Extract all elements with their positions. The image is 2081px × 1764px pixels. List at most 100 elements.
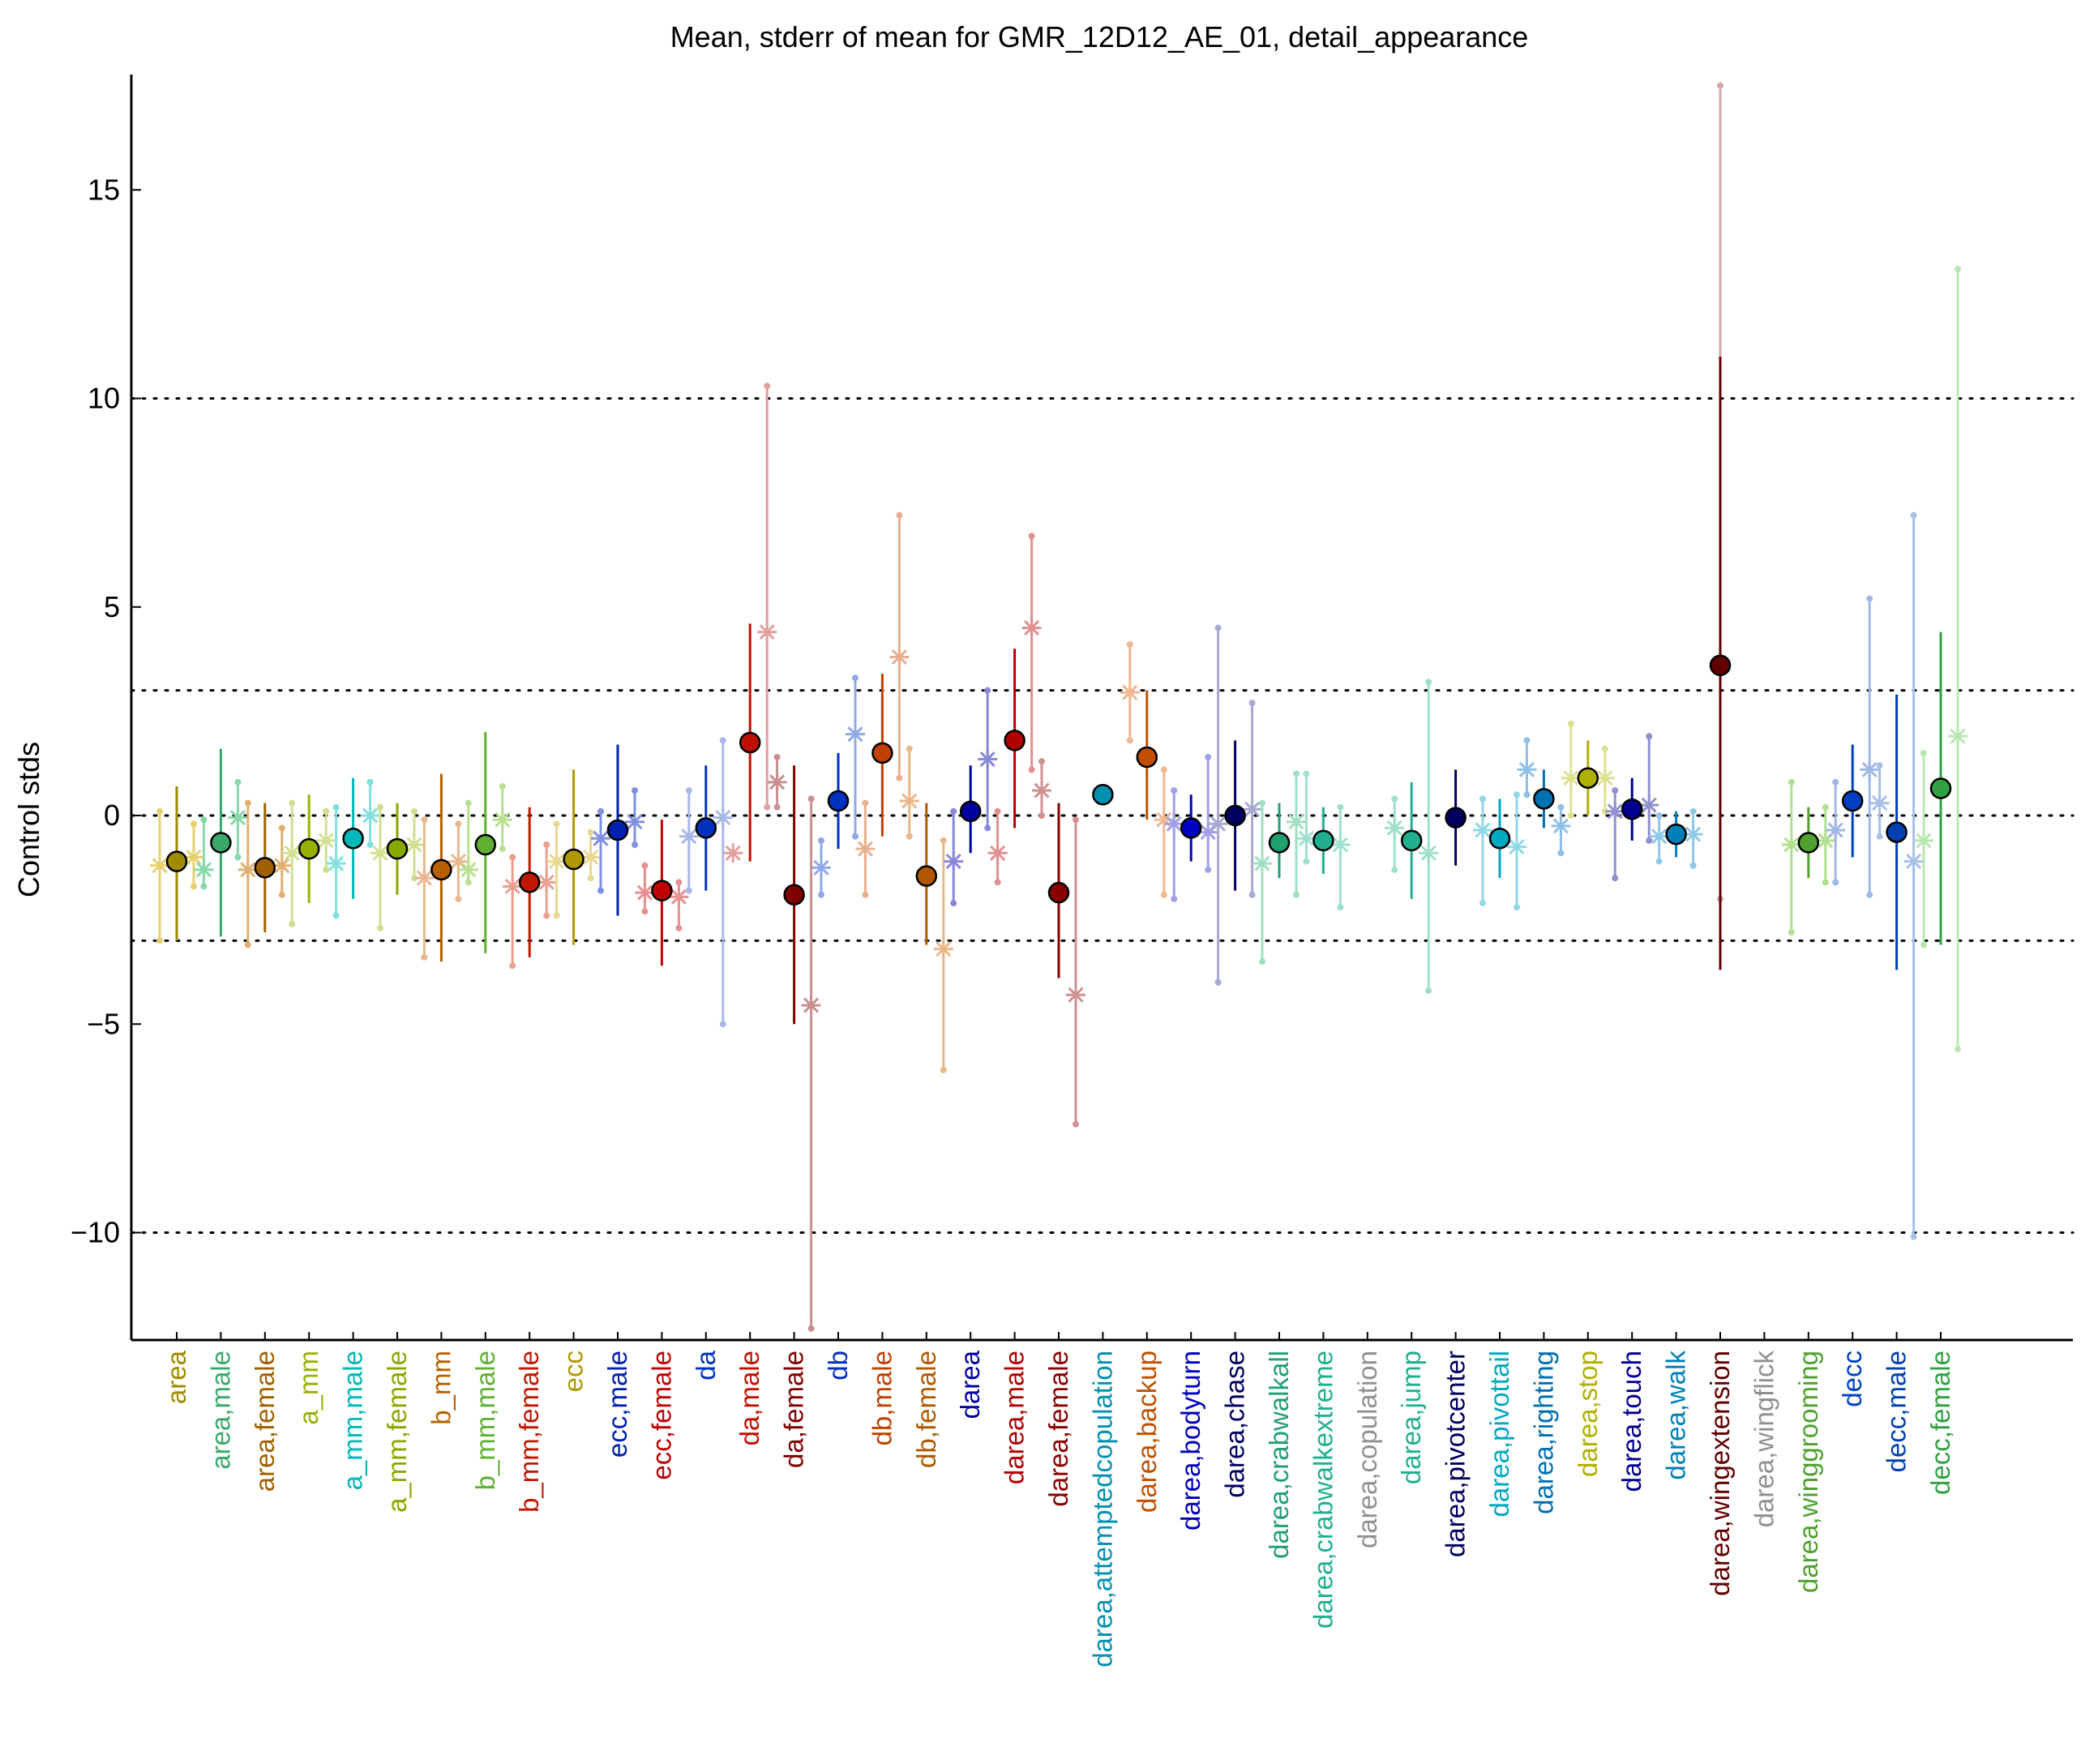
star-marker xyxy=(1296,828,1317,849)
category-group xyxy=(1252,770,1306,965)
star-marker xyxy=(1330,835,1351,855)
x-tick-label: b_mm,male xyxy=(470,1351,500,1490)
x-tick-label: darea,copulation xyxy=(1352,1351,1382,1548)
sub-errorbar-end xyxy=(675,879,683,886)
sub-errorbar-end xyxy=(1479,795,1486,803)
star-marker xyxy=(846,724,865,744)
sub-errorbar-end xyxy=(543,912,550,919)
star-stroke xyxy=(1597,770,1613,786)
star-stroke xyxy=(1034,782,1050,799)
sub-errorbar-end xyxy=(499,782,506,790)
x-tick-label: db,female xyxy=(911,1351,941,1468)
chart-title: Mean, stderr of mean for GMR_12D12_AE_01… xyxy=(670,20,1529,54)
star-marker xyxy=(370,843,390,863)
y-tick-label: 10 xyxy=(88,382,120,415)
star-marker xyxy=(1032,781,1051,801)
star-stroke xyxy=(891,649,907,666)
category-group xyxy=(1517,737,1571,857)
sub-errorbar-end xyxy=(1866,891,1873,898)
x-tick-label: darea,wingflick xyxy=(1749,1351,1779,1528)
star-stroke xyxy=(681,828,697,845)
mean-marker xyxy=(1224,804,1246,827)
star-stroke xyxy=(1509,839,1525,855)
star-marker xyxy=(1287,811,1306,832)
star-marker xyxy=(503,876,523,897)
star-marker xyxy=(978,749,998,769)
sub-errorbar-end xyxy=(852,674,859,682)
sub-errorbar-end xyxy=(332,803,340,811)
sub-errorbar-end xyxy=(1832,879,1839,886)
x-tick-label: darea,walk xyxy=(1661,1351,1691,1480)
sub-errorbar-end xyxy=(1717,82,1723,89)
sub-errorbar-end xyxy=(421,816,428,824)
mean-marker xyxy=(783,884,805,906)
category-group xyxy=(1709,82,1732,970)
star-marker xyxy=(1639,795,1659,816)
sub-errorbar-end xyxy=(1601,745,1608,752)
category-group xyxy=(546,769,601,945)
star-stroke xyxy=(1288,814,1304,830)
mean-marker xyxy=(210,832,232,854)
category-group xyxy=(723,383,777,863)
star-marker xyxy=(1120,683,1140,703)
star-stroke xyxy=(416,870,432,886)
mean-marker xyxy=(606,819,629,841)
sub-errorbar-end xyxy=(719,1021,726,1028)
sub-errorbar-end xyxy=(1788,778,1795,786)
category-group xyxy=(370,803,424,931)
mean-marker xyxy=(739,731,761,754)
x-tick-label: a_mm xyxy=(293,1351,323,1425)
star-stroke xyxy=(1156,811,1172,828)
sub-errorbar-end xyxy=(1612,875,1619,882)
category-group xyxy=(1120,641,1174,898)
mean-marker xyxy=(651,880,673,901)
sub-errorbar-end xyxy=(764,383,771,390)
star-stroke xyxy=(1906,854,1922,870)
star-stroke xyxy=(549,854,565,870)
sub-errorbar-end xyxy=(234,778,242,786)
sub-errorbar-end xyxy=(1073,816,1079,824)
sub-errorbar-end xyxy=(156,937,163,944)
sub-errorbar-end xyxy=(818,837,824,844)
x-tick-label: darea,winggrooming xyxy=(1793,1351,1823,1593)
mean-marker xyxy=(1709,654,1732,677)
x-tick-label: darea,attemptedcopulation xyxy=(1087,1351,1117,1668)
sub-errorbar-end xyxy=(632,787,638,794)
sub-errorbar-end xyxy=(587,875,594,882)
sub-errorbar-end xyxy=(244,941,251,948)
sub-errorbar-end xyxy=(323,866,330,873)
sub-errorbar-end xyxy=(455,820,462,828)
category-group xyxy=(767,753,821,1332)
sub-errorbar-end xyxy=(1832,778,1839,786)
sub-errorbar-end xyxy=(773,803,781,811)
star-marker xyxy=(767,772,787,792)
sub-errorbar-end xyxy=(632,841,638,849)
sub-errorbar-end xyxy=(1303,770,1310,777)
mean-marker xyxy=(1533,788,1555,810)
sub-errorbar-end xyxy=(499,846,506,853)
star-stroke xyxy=(152,858,168,874)
star-marker xyxy=(944,851,964,871)
x-tick-label: area,female xyxy=(250,1351,280,1492)
sub-errorbar-end xyxy=(1601,807,1608,815)
category-group xyxy=(1032,758,1085,1128)
star-stroke xyxy=(284,845,300,861)
sub-errorbar-end xyxy=(278,824,285,832)
star-stroke xyxy=(186,849,202,865)
x-tick-label: ecc,female xyxy=(646,1351,676,1480)
sub-errorbar-end xyxy=(1248,891,1256,898)
star-marker xyxy=(1551,816,1571,836)
star-stroke xyxy=(328,855,345,871)
star-marker xyxy=(1208,814,1228,834)
star-marker xyxy=(1517,760,1537,780)
star-stroke xyxy=(240,862,256,878)
star-marker xyxy=(1385,818,1405,838)
category-group xyxy=(1914,266,1968,1053)
x-tick-label: darea,pivottail xyxy=(1484,1351,1514,1517)
star-stroke xyxy=(504,878,520,895)
sub-errorbar-end xyxy=(1337,904,1344,911)
sub-errorbar-end xyxy=(1479,900,1486,907)
star-stroke xyxy=(1641,797,1657,813)
mean-marker xyxy=(342,828,364,850)
star-marker xyxy=(316,830,336,850)
